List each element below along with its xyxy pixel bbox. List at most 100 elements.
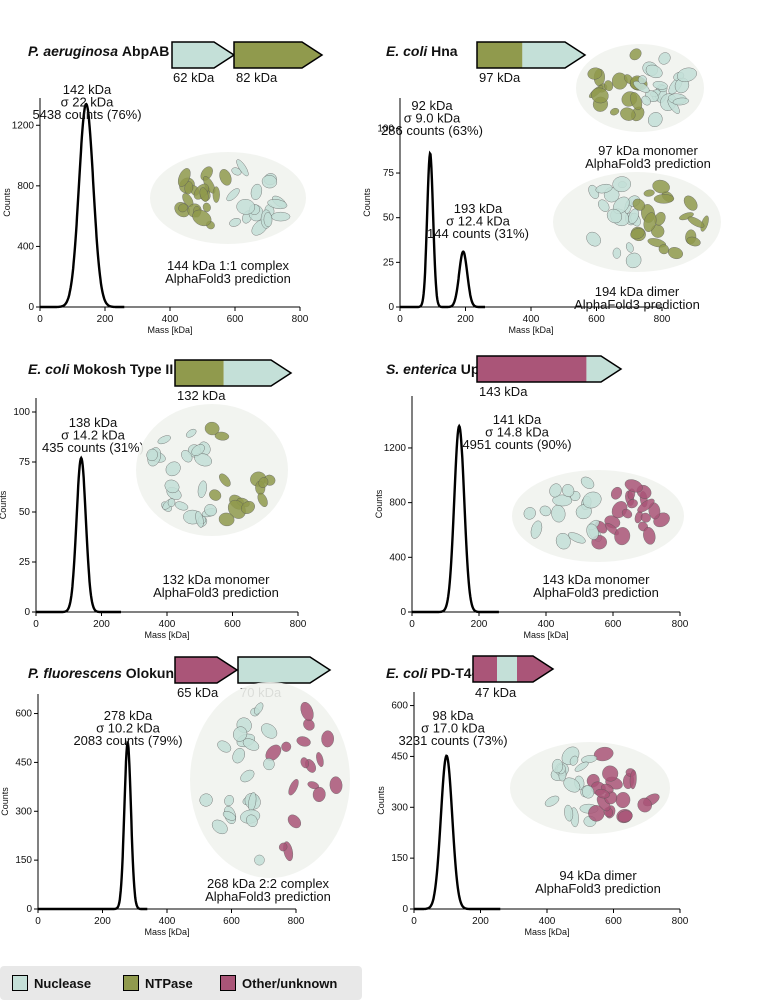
peak-label: 2083 counts (79%) — [73, 733, 182, 748]
y-tick-label: 50 — [383, 213, 395, 224]
gene-segment — [477, 42, 523, 68]
structure-element — [186, 428, 197, 438]
panel-4: S. enterica Upx 143 kDa 0 200 400 600 800 0 400 8… — [374, 361, 689, 640]
y-tick-label: 300 — [15, 806, 32, 817]
structure-element — [645, 64, 663, 79]
panel-1: P. aeruginosa AbpABabpA62 kDaabpB82 kDa0… — [2, 43, 309, 335]
structure-element — [181, 450, 193, 463]
gene-block — [476, 355, 623, 383]
x-tick-label: 200 — [93, 619, 110, 630]
y-axis-label: Counts — [376, 786, 386, 815]
gene-oloA — [174, 656, 239, 684]
y-tick-label: 450 — [391, 751, 408, 762]
structure-element — [612, 247, 622, 259]
species-name: S. enterica — [386, 361, 461, 377]
structure-element — [202, 202, 211, 212]
peak-label: 138 kDa — [69, 415, 118, 430]
structure-element — [241, 501, 255, 514]
peak-label: 435 counts (31%) — [42, 440, 144, 455]
y-axis-label: Counts — [0, 787, 10, 816]
structure-label: 144 kDa 1:1 complex — [167, 258, 290, 273]
structure-element — [263, 212, 273, 228]
panel-2: E. coli Hnahna97 kDa02004006008000255075… — [362, 43, 711, 335]
structure-element — [232, 748, 245, 764]
structure-element — [204, 421, 220, 436]
x-tick-label: 400 — [159, 619, 176, 630]
structure-element — [199, 187, 209, 202]
y-axis-label: Counts — [362, 188, 372, 217]
gene-mass-label: 62 kDa — [173, 70, 215, 85]
panel-title: P. aeruginosa AbpAB — [28, 43, 169, 59]
gene-segment — [522, 42, 585, 68]
structure-element — [214, 431, 230, 441]
x-tick-label: 400 — [538, 619, 555, 630]
structure-element — [621, 508, 633, 519]
structure-element — [637, 498, 655, 513]
structure-element — [652, 81, 668, 90]
panel-title: P. fluorescens Olokun — [28, 665, 174, 681]
gene-outline — [476, 41, 587, 69]
system-name: Olokun — [126, 665, 174, 681]
structure-element — [165, 461, 181, 477]
peak-label: σ 12.4 kDa — [446, 214, 510, 229]
structure-element — [630, 92, 643, 111]
gene-mass-label: 97 kDa — [479, 70, 521, 85]
structure-element — [226, 188, 240, 202]
y-tick-label: 100 — [13, 407, 30, 418]
structure-method: AlphaFold3 prediction — [153, 585, 279, 600]
structure-element — [591, 87, 609, 104]
panel-title: E. coli PD-T4-1 — [386, 665, 484, 681]
structure-element — [629, 769, 637, 790]
structure-element — [549, 483, 562, 498]
y-tick-label: 400 — [389, 552, 406, 563]
legend-label: Nuclease — [34, 975, 92, 991]
peak-label: 98 kDa — [432, 708, 474, 723]
system-name: Mokosh Type II — [73, 361, 173, 377]
gene-mass-label: 132 kDa — [177, 388, 226, 403]
structure-element — [254, 702, 264, 715]
structure-element — [687, 216, 705, 228]
structure-element — [199, 793, 213, 807]
structure-element — [627, 499, 638, 509]
x-axis-label: Mass [kDa] — [144, 630, 189, 640]
peak-label: 286 counts (63%) — [381, 123, 483, 138]
gene-outline — [472, 655, 555, 683]
legend-label: NTPase — [145, 975, 193, 991]
y-tick-label: 400 — [17, 241, 34, 252]
structure-element — [233, 726, 248, 742]
panel-title: E. coli Mokosh Type II — [28, 361, 173, 377]
gene-block — [472, 655, 555, 683]
gene-abpA — [171, 41, 236, 69]
structure-element — [278, 842, 288, 852]
gene-segment — [175, 360, 224, 386]
structure-element — [575, 504, 592, 520]
gene-mkoC — [174, 359, 293, 387]
structure-method: AlphaFold3 prediction — [535, 881, 661, 896]
structure-label: 143 kDa monomer — [543, 572, 651, 587]
peak-label: σ 9.0 kDa — [404, 111, 461, 126]
structure-element — [321, 730, 334, 748]
legend-item-other: Other/unknown — [220, 974, 337, 992]
y-tick-label: 0 — [400, 607, 406, 618]
structure-element — [562, 484, 575, 497]
structure-element — [586, 231, 601, 247]
peak-label: σ 14.8 kDa — [485, 425, 549, 440]
x-tick-label: 800 — [672, 619, 689, 630]
structure-element — [204, 504, 217, 517]
structure-element — [174, 501, 189, 511]
legend: Nuclease NTPase Other/unknown — [0, 966, 362, 1000]
structure-element — [300, 701, 314, 722]
axes: 0 200 400 600 800 0 150 300 450 600 Mass [kDa] Coun… — [376, 692, 689, 937]
x-tick-label: 600 — [227, 314, 244, 325]
structure-element — [686, 236, 701, 247]
structure-element — [254, 854, 265, 866]
structure-element — [236, 199, 256, 215]
structure-element — [625, 252, 642, 269]
x-tick-label: 0 — [33, 619, 39, 630]
x-tick-label: 800 — [292, 314, 309, 325]
structure-element — [530, 520, 543, 539]
system-name: PD-T4-1 — [431, 665, 484, 681]
structure-element — [595, 788, 610, 799]
y-tick-label: 150 — [391, 853, 408, 864]
peak-label: 92 kDa — [411, 98, 453, 113]
